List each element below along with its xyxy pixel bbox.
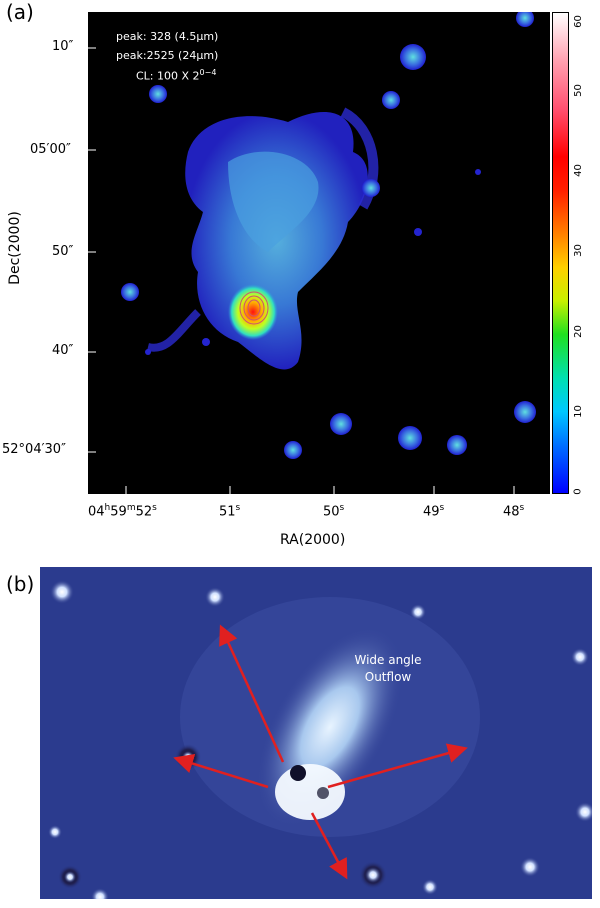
x-tick-2: 50s — [323, 503, 345, 520]
colorbar-tick-0: 0 — [572, 488, 584, 495]
colorbar-tick-40: 40 — [572, 164, 584, 177]
x-tick-0: 04h59m52s — [88, 503, 157, 520]
panel-a-image — [88, 12, 550, 494]
y-tick-40: 40″ — [52, 343, 74, 358]
x-tick-4: 48s — [503, 503, 525, 520]
y-tick-520430: 52°04′30″ — [2, 442, 66, 457]
peak-annotation-2: peak:2525 (24μm) — [116, 49, 219, 62]
y-axis-label: Dec(2000) — [6, 211, 23, 285]
panel-b-image — [40, 567, 592, 899]
colorbar-tick-10: 10 — [572, 405, 584, 418]
outflow-label: Wide angle Outflow — [354, 653, 422, 684]
y-tick-0500: 05′00″ — [30, 142, 71, 157]
x-tick-1: 51s — [219, 503, 241, 520]
panel-b-label: (b) — [6, 572, 35, 596]
colorbar-tick-60: 60 — [572, 15, 584, 28]
colorbar-tick-30: 30 — [572, 244, 584, 257]
panel-a-point-sources — [121, 12, 536, 459]
peak-annotation-1: peak: 328 (4.5μm) — [116, 30, 219, 43]
y-tick-10: 10″ — [52, 39, 74, 54]
colorbar-tick-50: 50 — [572, 84, 584, 97]
x-axis-label: RA(2000) — [280, 532, 346, 548]
x-tick-3: 49s — [423, 503, 445, 520]
colorbar — [552, 12, 569, 494]
panel-b-stars — [48, 580, 592, 899]
y-tick-50: 50″ — [52, 244, 74, 259]
colorbar-tick-20: 20 — [572, 325, 584, 338]
panel-b-outflow-arrows — [173, 624, 468, 880]
panel-a-contours — [239, 291, 269, 325]
contour-levels-annotation: CL: 100 X 20−4 — [136, 68, 217, 83]
panel-a-label: (a) — [6, 0, 34, 24]
